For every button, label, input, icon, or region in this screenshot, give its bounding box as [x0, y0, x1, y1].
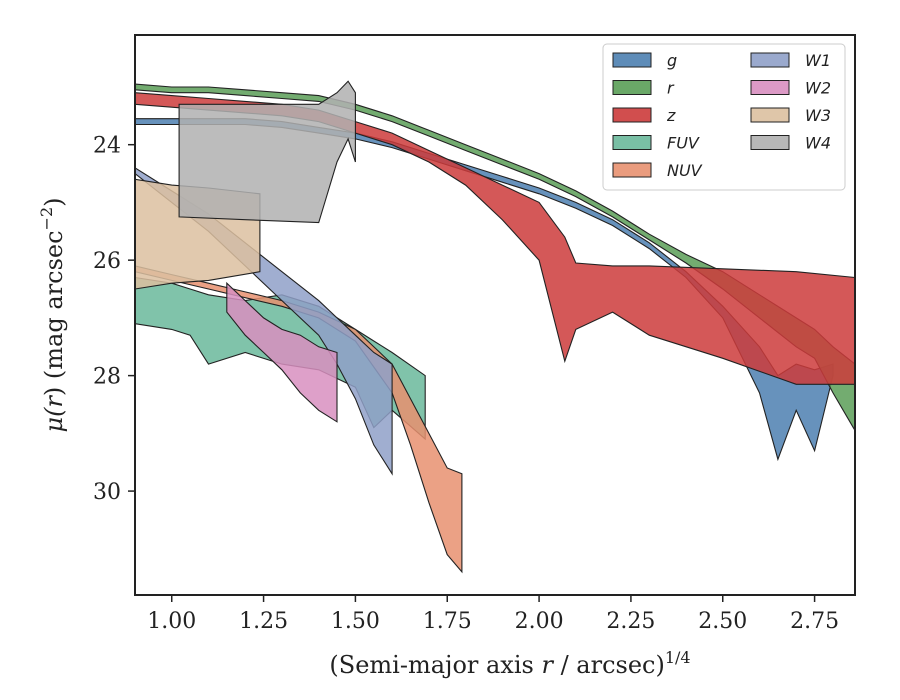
legend-item-r: r: [612, 79, 675, 98]
series-layer: [135, 80, 855, 574]
legend-item-W3: W3: [750, 106, 831, 125]
legend-swatch: [750, 135, 790, 150]
y-tick-label: 24: [93, 134, 121, 159]
x-tick-label: 1.50: [331, 609, 380, 634]
legend-swatch: [750, 80, 790, 95]
y-tick-label: 26: [93, 249, 121, 274]
x-tick-label: 2.00: [515, 609, 564, 634]
legend-swatch: [612, 52, 652, 68]
plot-frame: [134, 34, 856, 596]
legend-item-NUV: NUV: [612, 161, 703, 180]
series-band-W2: [226, 281, 338, 423]
legend: grz FUV NUV W1 W2 W3 W4: [602, 43, 846, 191]
legend-item-W4: W4: [750, 134, 831, 153]
y-tick-label: 30: [93, 480, 121, 505]
legend-item-W1: W1: [750, 51, 831, 70]
x-tick-label: 1.00: [147, 609, 196, 634]
y-tick-label: 28: [93, 365, 121, 390]
legend-swatch: [750, 52, 790, 68]
series-band-W4: [178, 80, 356, 224]
ticks-layer: 1.00 1.25 1.50 1.75 2.00 2.25 2.50 2.75 24 26 28 30: [93, 134, 839, 634]
legend-swatch: [750, 107, 790, 123]
y-axis-label: μ(r) (mag arcsec−2): [37, 197, 68, 432]
legend-label: W1: [805, 51, 831, 70]
legend-item-W2: W2: [750, 79, 831, 98]
legend-label: FUV: [667, 134, 700, 153]
legend-label: W4: [805, 134, 831, 153]
legend-swatch: [612, 135, 652, 150]
legend-label: NUV: [667, 161, 703, 180]
legend-swatch: [612, 162, 652, 178]
legend-label: r: [667, 79, 675, 98]
x-tick-label: 2.25: [606, 609, 655, 634]
x-tick-label: 1.25: [239, 609, 288, 634]
legend-label: g: [667, 51, 677, 70]
x-axis-label: (Semi-major axis r / arcsec)1/4: [329, 648, 690, 679]
legend-swatch: [612, 107, 652, 123]
x-tick-label: 2.75: [790, 609, 839, 634]
x-tick-label: 1.75: [423, 609, 472, 634]
legend-swatch: [612, 80, 652, 95]
legend-label: W2: [805, 79, 831, 98]
legend-item-g: g: [612, 51, 677, 70]
series-band-r: [135, 83, 855, 432]
legend-item-z: z: [612, 106, 676, 125]
legend-item-FUV: FUV: [612, 134, 700, 153]
legend-label: W3: [805, 106, 831, 125]
legend-label: z: [666, 106, 676, 125]
x-tick-label: 2.50: [698, 609, 747, 634]
